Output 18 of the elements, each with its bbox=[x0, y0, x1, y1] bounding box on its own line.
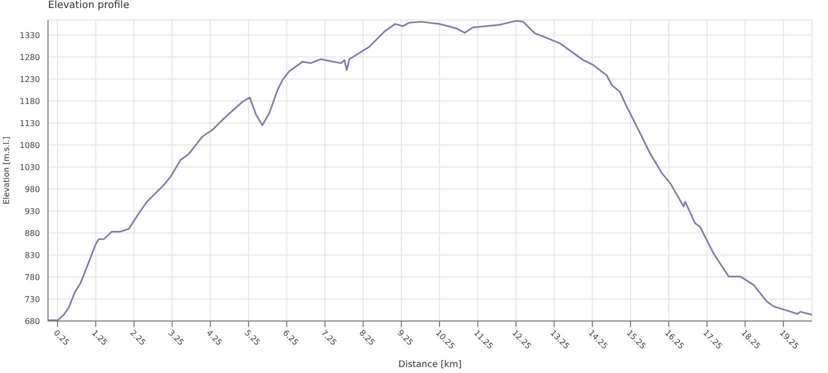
y-tick-label: 1080 bbox=[20, 140, 40, 150]
y-tick-label: 880 bbox=[24, 228, 40, 238]
y-tick-label: 930 bbox=[24, 206, 40, 216]
y-tick-label: 1030 bbox=[20, 162, 40, 172]
y-tick-label: 680 bbox=[24, 316, 40, 326]
y-tick-label: 1130 bbox=[20, 118, 40, 128]
y-tick-label: 730 bbox=[24, 294, 40, 304]
y-tick-label: 980 bbox=[24, 184, 40, 194]
y-tick-label: 780 bbox=[24, 272, 40, 282]
y-tick-label: 1180 bbox=[20, 96, 40, 106]
y-tick-label: 1230 bbox=[20, 74, 40, 84]
y-axis-title: Elevation [m.s.l.] bbox=[2, 136, 11, 204]
y-tick-label: 1330 bbox=[20, 30, 40, 40]
line-series bbox=[48, 20, 812, 321]
x-axis-title: Distance [km] bbox=[398, 360, 462, 370]
y-tick-label: 1280 bbox=[20, 52, 40, 62]
chart-title: Elevation profile bbox=[48, 0, 130, 11]
y-tick-label: 830 bbox=[24, 250, 40, 260]
